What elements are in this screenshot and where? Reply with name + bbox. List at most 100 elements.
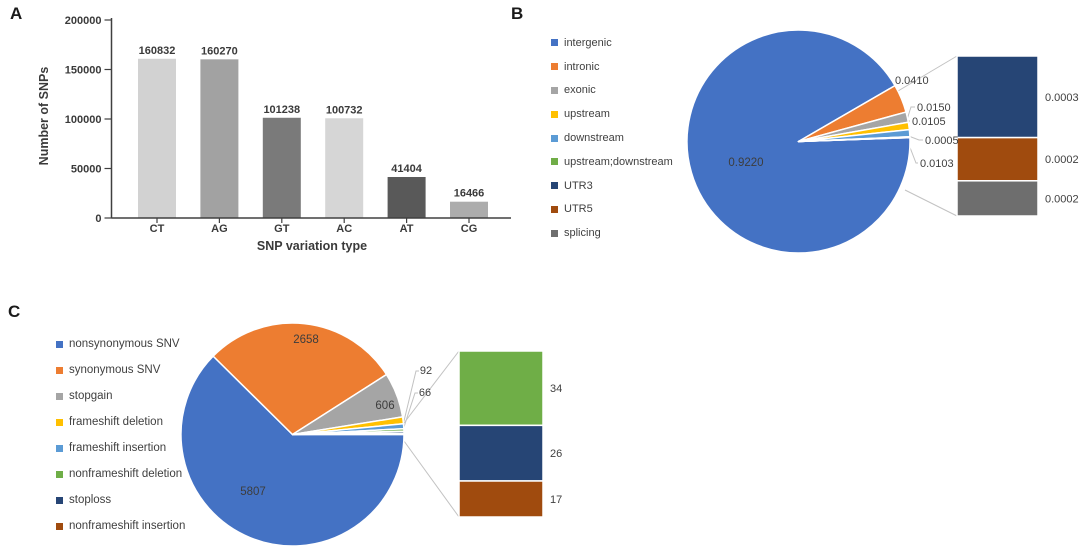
pie-data-label: 2658 [293, 334, 319, 346]
legend-label: splicing [564, 227, 601, 240]
breakout-connector-line [403, 440, 460, 518]
legend-label: stopgain [69, 390, 113, 402]
legend-item-UTR3: UTR3 [551, 174, 673, 198]
bar-value-label: 16466 [454, 188, 485, 200]
label-leader-line [403, 392, 418, 428]
legend-swatch [56, 496, 63, 504]
category-label: AT [400, 223, 414, 235]
legend-label: intergenic [564, 36, 612, 49]
bar-CT [138, 58, 176, 218]
legend-swatch [551, 229, 558, 237]
legend-swatch [551, 86, 558, 94]
legend-item-frameshift insertion: frameshift insertion [56, 435, 185, 461]
pie-data-label: 0.0005 [925, 135, 959, 147]
legend-label: nonframeshift insertion [69, 520, 186, 532]
bar-AC [325, 118, 364, 218]
legend-swatch [551, 158, 558, 166]
y-tick-label: 50000 [71, 164, 102, 176]
legend-item-intronic: intronic [551, 55, 673, 79]
breakout-bar-label: 0.0002 [1045, 154, 1079, 166]
y-tick-label: 150000 [65, 65, 102, 77]
legend-label: exonic [564, 84, 596, 97]
breakout-bar-label: 34 [550, 383, 562, 395]
breakout-bar-label: 0.0003 [1045, 92, 1079, 104]
pie-data-label: 0.9220 [728, 157, 763, 169]
legend-item-nonframeshift insertion: nonframeshift insertion [56, 513, 185, 539]
legend-item-upstream: upstream [551, 102, 673, 126]
breakout-connector-line [897, 55, 958, 92]
bar-CG [450, 201, 488, 218]
bar-AG [200, 59, 239, 218]
legend-item-stoploss: stoploss [56, 487, 185, 513]
pie-slice-splicing [797, 136, 911, 143]
legend-label: upstream;downstream [564, 155, 673, 168]
pie-slice-nonsynonymous SNV [180, 355, 405, 547]
legend-swatch [56, 444, 63, 452]
bar-value-label: 41404 [391, 163, 422, 175]
pie-slice-synonymous SNV [212, 322, 388, 436]
breakout-bar-label: 0.0002 [1045, 193, 1079, 205]
legend-label: intronic [564, 60, 600, 73]
legend-label: downstream [564, 132, 624, 145]
pie-data-label: 0.0105 [912, 116, 946, 128]
legend-label: UTR5 [564, 203, 593, 216]
breakout-bar-UTR5 [956, 136, 1039, 182]
pie-b-legend: intergenic intronic exonic upstream downstre… [551, 31, 673, 245]
panel-a-label: A [10, 4, 23, 23]
bar-AT [387, 177, 426, 218]
pie-data-label: 92 [420, 365, 432, 377]
legend-swatch [551, 205, 558, 213]
legend-swatch [56, 340, 63, 348]
legend-item-splicing: splicing [551, 221, 673, 245]
legend-item-synonymous SNV: synonymous SNV [56, 357, 185, 383]
bar-value-label: 160832 [139, 45, 176, 57]
pie-slice-nonframeshift insertion [291, 432, 405, 436]
category-label: GT [274, 223, 290, 235]
legend-swatch [56, 418, 63, 426]
legend-swatch [551, 63, 558, 71]
legend-label: frameshift deletion [69, 416, 163, 428]
bar-GT [262, 117, 301, 218]
legend-swatch [56, 392, 63, 400]
y-axis-title: Number of SNPs [37, 67, 51, 166]
breakout-connector-line [904, 189, 958, 217]
breakout-connector-line [403, 350, 460, 424]
breakout-bar-splicing [956, 180, 1039, 217]
category-label: AG [211, 223, 228, 235]
legend-item-frameshift deletion: frameshift deletion [56, 409, 185, 435]
legend-swatch [551, 39, 558, 47]
legend-label: upstream [564, 108, 610, 121]
legend-item-nonframeshift deletion: nonframeshift deletion [56, 461, 185, 487]
legend-label: frameshift insertion [69, 442, 167, 454]
breakout-bar-UTR3 [956, 55, 1039, 139]
legend-item-stopgain: stopgain [56, 383, 185, 409]
pie-data-label: 5807 [240, 486, 266, 498]
bar-value-label: 101238 [263, 104, 300, 116]
x-axis-title: SNP variation type [257, 239, 367, 253]
pie-data-label: 606 [375, 400, 394, 412]
bar-value-label: 160270 [201, 45, 238, 57]
label-leader-line [403, 370, 419, 422]
breakout-bar-label: 17 [550, 494, 562, 506]
category-label: AC [336, 223, 352, 235]
panel-b-label: B [511, 4, 524, 23]
legend-label: UTR3 [564, 179, 593, 192]
breakout-bar-label: 26 [550, 448, 562, 460]
breakout-bar-stoploss [458, 424, 544, 482]
pie-data-label: 0.0150 [917, 102, 951, 114]
legend-label: nonsynonymous SNV [69, 338, 180, 350]
pie-data-label: 0.0410 [895, 75, 929, 87]
category-label: CT [150, 223, 165, 235]
panel-c-label: C [8, 302, 21, 321]
legend-item-upstream;downstream: upstream;downstream [551, 150, 673, 174]
legend-item-nonsynonymous SNV: nonsynonymous SNV [56, 331, 185, 357]
legend-swatch [56, 366, 63, 374]
category-label: CG [461, 223, 478, 235]
y-tick-label: 200000 [65, 15, 102, 27]
legend-swatch [551, 182, 558, 190]
legend-swatch [551, 110, 558, 118]
